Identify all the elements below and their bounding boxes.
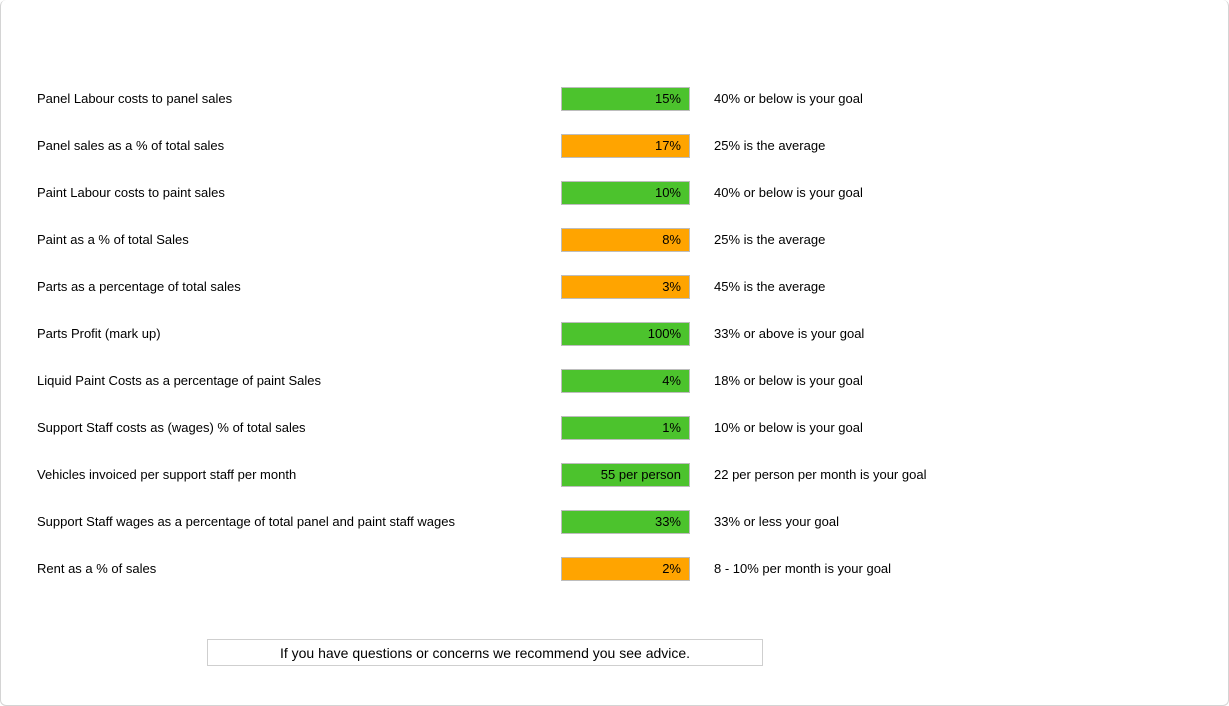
metric-value-badge: 1% xyxy=(561,415,690,440)
metric-value-badge: 15% xyxy=(561,86,690,111)
advice-note-text: If you have questions or concerns we rec… xyxy=(279,644,691,661)
metric-row: Paint as a % of total Sales 8% 25% is th… xyxy=(1,216,1228,263)
metric-row: Liquid Paint Costs as a percentage of pa… xyxy=(1,357,1228,404)
metric-goal-text: 45% is the average xyxy=(714,279,826,294)
metric-row: Support Staff wages as a percentage of t… xyxy=(1,498,1228,545)
metric-row: Parts Profit (mark up) 100% 33% or above… xyxy=(1,310,1228,357)
advice-note-box: If you have questions or concerns we rec… xyxy=(207,639,763,666)
metric-value-badge: 4% xyxy=(561,368,690,393)
metric-goal-text: 40% or below is your goal xyxy=(714,91,863,106)
metric-value-badge: 33% xyxy=(561,509,690,534)
metric-goal-text: 22 per person per month is your goal xyxy=(714,467,927,482)
metric-value-badge: 3% xyxy=(561,274,690,299)
metric-row: Rent as a % of sales 2% 8 - 10% per mont… xyxy=(1,545,1228,592)
metric-value-badge: 2% xyxy=(561,556,690,581)
metric-goal-text: 18% or below is your goal xyxy=(714,373,863,388)
metric-goal-text: 25% is the average xyxy=(714,232,826,247)
metric-row: Panel sales as a % of total sales 17% 25… xyxy=(1,122,1228,169)
metric-goal-text: 25% is the average xyxy=(714,138,826,153)
metric-goal-text: 40% or below is your goal xyxy=(714,185,863,200)
metric-label: Vehicles invoiced per support staff per … xyxy=(37,467,297,482)
metric-label: Liquid Paint Costs as a percentage of pa… xyxy=(37,373,322,388)
metric-label: Support Staff costs as (wages) % of tota… xyxy=(37,420,306,435)
metric-label: Support Staff wages as a percentage of t… xyxy=(37,514,455,529)
metric-label: Panel Labour costs to panel sales xyxy=(37,91,233,106)
metric-row: Paint Labour costs to paint sales 10% 40… xyxy=(1,169,1228,216)
metric-value-badge: 10% xyxy=(561,180,690,205)
metric-label: Rent as a % of sales xyxy=(37,561,157,576)
metric-value-badge: 55 per person xyxy=(561,462,690,487)
metric-value-badge: 8% xyxy=(561,227,690,252)
metric-label: Paint Labour costs to paint sales xyxy=(37,185,225,200)
metric-label: Paint as a % of total Sales xyxy=(37,232,189,247)
metric-row: Panel Labour costs to panel sales 15% 40… xyxy=(1,75,1228,122)
metric-label: Parts Profit (mark up) xyxy=(37,326,161,341)
metric-label: Parts as a percentage of total sales xyxy=(37,279,241,294)
metric-goal-text: 33% or above is your goal xyxy=(714,326,865,341)
metric-label: Panel sales as a % of total sales xyxy=(37,138,225,153)
metric-row: Parts as a percentage of total sales 3% … xyxy=(1,263,1228,310)
metric-goal-text: 33% or less your goal xyxy=(714,514,840,529)
metric-goal-text: 10% or below is your goal xyxy=(714,420,863,435)
metric-value-badge: 17% xyxy=(561,133,690,158)
metrics-list: Panel Labour costs to panel sales 15% 40… xyxy=(1,75,1228,592)
metric-row: Support Staff costs as (wages) % of tota… xyxy=(1,404,1228,451)
metric-row: Vehicles invoiced per support staff per … xyxy=(1,451,1228,498)
metric-value-badge: 100% xyxy=(561,321,690,346)
metric-goal-text: 8 - 10% per month is your goal xyxy=(714,561,892,576)
